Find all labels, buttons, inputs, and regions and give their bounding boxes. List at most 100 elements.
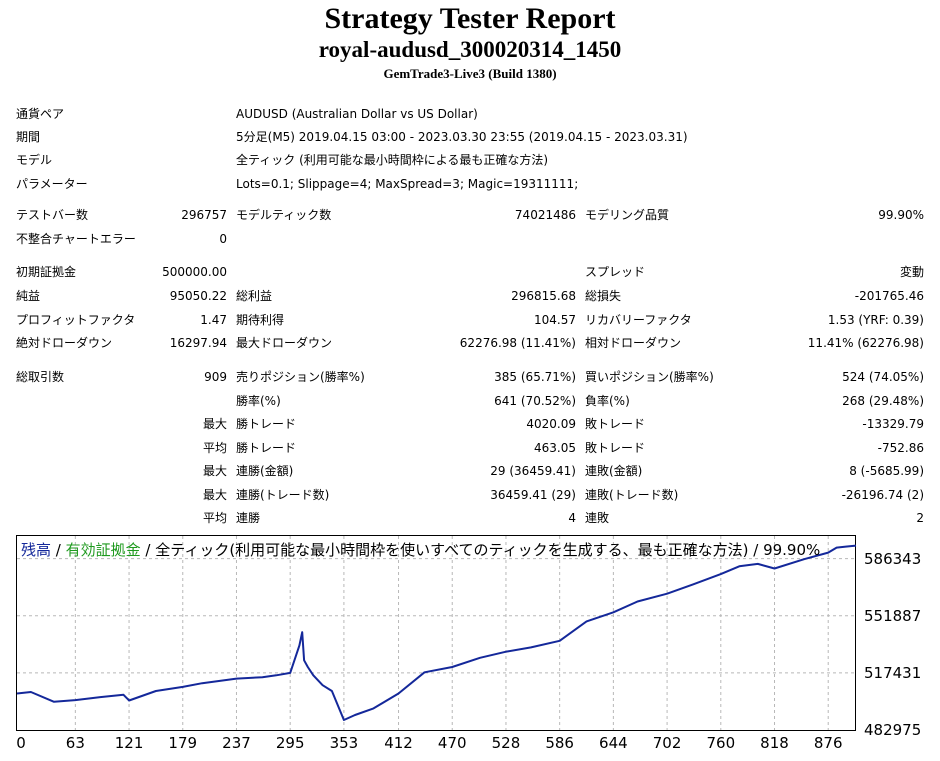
spread-label: スプレッド: [585, 265, 646, 279]
bars-label: テストバー数: [16, 208, 89, 222]
chart-legend: 残高 / 有効証拠金 / 全ティック(利用可能な最小時間枠を使いすべてのティック…: [21, 541, 820, 559]
max-consecutive-losses-label: 連敗(金額): [585, 464, 643, 478]
average-profit-value: 463.05: [534, 441, 576, 455]
average-consecutive-prefix: 平均: [202, 511, 227, 525]
symbol-label: 通貨ペア: [16, 107, 65, 121]
x-tick-label: 760: [706, 734, 736, 752]
max-consecutive-profit-prefix: 最大: [202, 488, 227, 502]
x-tick-label: 353: [329, 734, 359, 752]
legend-equity: 有効証拠金: [65, 541, 141, 559]
period-value: 5分足(M5) 2019.04.15 03:00 - 2023.03.30 23…: [236, 130, 688, 144]
largest-profit-label: 勝トレード: [236, 417, 297, 431]
deposit-value: 500000.00: [162, 265, 227, 279]
maximal-drawdown-label: 最大ドローダウン: [236, 336, 333, 350]
average-consecutive-losses-value: 2: [916, 511, 924, 525]
x-tick-label: 702: [652, 734, 682, 752]
loss-trades-label: 負率(%): [585, 394, 630, 408]
period-label: 期間: [16, 130, 41, 144]
quality-label: モデリング品質: [585, 208, 670, 222]
loss-trades-value: 268 (29.48%): [842, 394, 924, 408]
gross-loss-label: 総損失: [585, 289, 622, 303]
gross-profit-label: 総利益: [236, 289, 273, 303]
largest-loss-value: -13329.79: [862, 417, 924, 431]
bars-value: 296757: [181, 208, 227, 222]
x-tick-label: 237: [222, 734, 251, 752]
long-positions-value: 524 (74.05%): [842, 370, 924, 384]
report-build: GemTrade3-Live3 (Build 1380): [383, 66, 557, 81]
x-tick-label: 586: [545, 734, 574, 752]
profit-trades-value: 641 (70.52%): [494, 394, 576, 408]
average-loss-label: 敗トレード: [585, 441, 646, 455]
symbol-value: AUDUSD (Australian Dollar vs US Dollar): [236, 107, 478, 121]
report-subtitle: royal-audusd_300020314_1450: [318, 37, 622, 62]
ticks-value: 74021486: [514, 208, 576, 222]
total-trades-value: 909: [204, 370, 227, 384]
model-label: モデル: [16, 153, 53, 167]
legend-description: / 全ティック(利用可能な最小時間枠を使いすべてのティックを生成する、最も正確な…: [140, 541, 821, 559]
absolute-drawdown-value: 16297.94: [169, 336, 227, 350]
max-consecutive-profit-label: 連勝(トレード数): [236, 488, 330, 502]
expected-payoff-label: 期待利得: [236, 313, 285, 327]
parameters-label: パラメーター: [16, 177, 88, 191]
parameters-value: Lots=0.1; Slippage=4; MaxSpread=3; Magic…: [236, 177, 579, 191]
average-consecutive-losses-label: 連敗: [585, 511, 610, 525]
long-positions-label: 買いポジション(勝率%): [585, 370, 714, 384]
short-positions-value: 385 (65.71%): [494, 370, 576, 384]
largest-prefix: 最大: [202, 417, 227, 431]
profit-trades-label: 勝率(%): [236, 394, 281, 408]
largest-loss-label: 敗トレード: [585, 417, 646, 431]
x-tick-label: 528: [491, 734, 521, 752]
legend-separator: /: [51, 541, 66, 559]
x-tick-label: 818: [760, 734, 789, 752]
average-loss-value: -752.86: [877, 441, 924, 455]
maximal-drawdown-value: 62276.98 (11.41%): [459, 336, 576, 350]
y-tick-label: 586343: [864, 549, 922, 568]
max-consecutive-profit-value: 36459.41 (29): [490, 488, 576, 502]
x-tick-label: 644: [599, 734, 628, 752]
profit-factor-value: 1.47: [200, 313, 227, 327]
x-tick-label: 295: [275, 734, 305, 752]
y-tick-label: 517431: [864, 663, 922, 682]
x-tick-label: 63: [65, 734, 85, 752]
relative-drawdown-label: 相対ドローダウン: [585, 336, 682, 350]
recovery-factor-value: 1.53 (YRF: 0.39): [827, 313, 924, 327]
x-tick-label: 876: [813, 734, 843, 752]
total-trades-label: 総取引数: [16, 370, 65, 384]
mismatch-label: 不整合チャートエラー: [16, 232, 136, 246]
largest-profit-value: 4020.09: [526, 417, 576, 431]
short-positions-label: 売りポジション(勝率%): [236, 370, 365, 384]
net-profit-value: 95050.22: [169, 289, 227, 303]
average-profit-label: 勝トレード: [236, 441, 297, 455]
average-prefix: 平均: [202, 441, 227, 455]
balance-chart: [16, 535, 856, 731]
x-tick-label: 121: [114, 734, 144, 752]
absolute-drawdown-label: 絶対ドローダウン: [16, 336, 113, 350]
max-consecutive-loss-label: 連敗(トレード数): [585, 488, 679, 502]
x-tick-label: 470: [437, 734, 467, 752]
max-consecutive-loss-value: -26196.74 (2): [841, 488, 924, 502]
x-tick-label: 179: [168, 734, 198, 752]
mismatch-value: 0: [219, 232, 227, 246]
average-consecutive-wins-label: 連勝: [236, 511, 261, 525]
expected-payoff-value: 104.57: [534, 313, 576, 327]
net-profit-label: 純益: [16, 289, 41, 303]
recovery-factor-label: リカバリーファクタ: [585, 313, 692, 327]
max-consecutive-wins-label: 連勝(金額): [236, 464, 294, 478]
deposit-label: 初期証拠金: [16, 265, 77, 279]
legend-balance: 残高: [21, 541, 52, 559]
x-tick-label: 0: [16, 734, 26, 752]
model-value: 全ティック (利用可能な最小時間枠による最も正確な方法): [236, 153, 549, 167]
profit-factor-label: プロフィットファクタ: [16, 313, 136, 327]
gross-profit-value: 296815.68: [511, 289, 576, 303]
spread-value: 変動: [899, 265, 924, 279]
report-title: Strategy Tester Report: [324, 2, 616, 35]
y-tick-label: 551887: [864, 606, 922, 625]
x-tick-label: 412: [384, 734, 413, 752]
quality-value: 99.90%: [878, 208, 924, 222]
y-tick-label: 482975: [864, 721, 922, 739]
gross-loss-value: -201765.46: [854, 289, 924, 303]
relative-drawdown-value: 11.41% (62276.98): [807, 336, 924, 350]
max-consecutive-losses-value: 8 (-5685.99): [849, 464, 924, 478]
max-consecutive-wins-value: 29 (36459.41): [490, 464, 576, 478]
max-consecutive-prefix: 最大: [202, 464, 227, 478]
